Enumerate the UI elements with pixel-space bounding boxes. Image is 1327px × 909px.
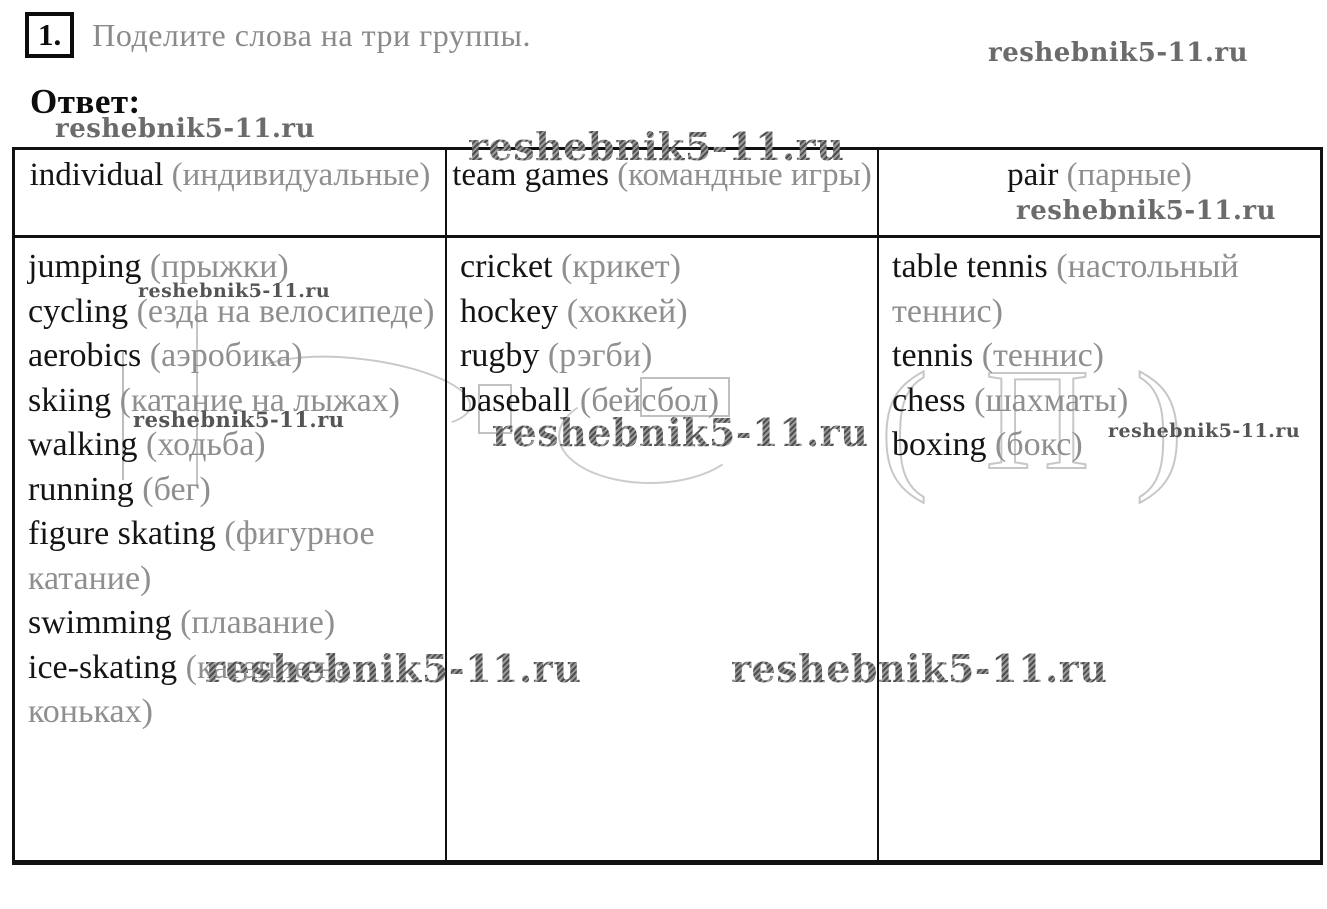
vocab-item: rugby (рэгби) — [460, 334, 867, 379]
vocab-translation-ru: (бейсбол) — [579, 381, 720, 419]
vocab-term-en: table tennis — [892, 248, 1048, 285]
vocab-term-en: ice-skating — [28, 648, 178, 686]
vocab-item: chess (шахматы) — [892, 379, 1310, 424]
vocab-item: skiing (катание на лыжах) — [28, 379, 435, 424]
site-watermark: reshebnik5-11.ru — [731, 646, 1108, 691]
vocab-translation-ru: (рэгби) — [547, 337, 653, 374]
column-header-pair: pair (парные) — [879, 150, 1320, 238]
vocab-term-en: jumping — [28, 248, 142, 285]
column-header-en: pair — [1007, 157, 1059, 193]
vocab-item: ice-skating (катание на коньках) — [28, 646, 435, 735]
vocab-translation-ru: (бег) — [142, 470, 211, 508]
vocab-item: boxing (бокс) — [892, 423, 1310, 468]
site-watermark: reshebnik5-11.ru — [55, 114, 316, 144]
vocab-translation-ru: (крикет) — [561, 248, 681, 285]
vocab-translation-ru: (катание на коньках) — [28, 649, 351, 731]
vocab-term-en: hockey — [460, 292, 559, 330]
vocab-translation-ru: (бокс) — [994, 426, 1083, 463]
column-body-individual: jumping (прыжки) cycling (езда на велосип… — [15, 238, 447, 860]
column-header-en: individual — [29, 157, 164, 193]
vocab-item: cycling (езда на велосипеде) — [28, 290, 435, 335]
vocab-term-en: skiing — [28, 381, 112, 419]
site-watermark: reshebnik5-11.ru — [468, 124, 845, 169]
vocab-term-en: chess — [892, 381, 966, 419]
column-header-ru: (парные) — [1066, 157, 1192, 193]
vocab-item: running (бег) — [28, 468, 435, 513]
vocab-translation-ru: (фигурное катание) — [28, 515, 375, 597]
vocab-item: swimming (плавание) — [28, 601, 435, 646]
task-number-box: 1. — [25, 12, 75, 58]
site-watermark: reshebnik5-11.ru — [492, 410, 869, 455]
vocab-translation-ru: (катание на лыжах) — [119, 381, 401, 419]
vocab-translation-ru: (настольный теннис) — [892, 248, 1239, 330]
vocab-term-en: tennis — [892, 337, 974, 374]
vocab-term-en: figure skating — [28, 515, 216, 552]
vocab-term-en: boxing — [892, 426, 987, 463]
vocab-translation-ru: (теннис) — [981, 337, 1104, 374]
answer-label: Ответ: — [30, 82, 141, 121]
site-watermark: reshebnik5-11.ru — [205, 646, 582, 691]
vocab-item: walking (ходьба) — [28, 423, 435, 468]
vocab-term-en: cricket — [460, 248, 553, 285]
vocab-item: figure skating (фигурное катание) — [28, 512, 435, 601]
vocab-term-en: running — [28, 470, 134, 508]
site-watermark: reshebnik5-11.ru — [1108, 420, 1301, 442]
column-body-pair: table tennis (настольный теннис) tennis (… — [879, 238, 1320, 860]
vocab-translation-ru: (хоккей) — [566, 292, 688, 330]
vocab-item: baseball (бейсбол) — [460, 379, 867, 424]
vocab-translation-ru: (прыжки) — [149, 248, 289, 285]
vocab-translation-ru: (аэробика) — [149, 337, 303, 374]
vocab-item: hockey (хоккей) — [460, 290, 867, 335]
column-header-en: team games — [452, 157, 609, 193]
site-watermark: reshebnik5-11.ru — [988, 38, 1249, 68]
answer-table: individual (индивидуальные) team games (… — [12, 147, 1323, 865]
site-watermark: reshebnik5-11.ru — [138, 280, 331, 302]
vocab-translation-ru: (шахматы) — [974, 381, 1129, 419]
vocab-term-en: swimming — [28, 604, 172, 641]
vocab-term-en: rugby — [460, 337, 540, 374]
column-header-ru: (командные игры) — [617, 157, 872, 193]
task-heading: 1. Поделите слова на три группы. — [25, 12, 531, 58]
vocab-term-en: walking — [28, 426, 138, 463]
task-title: Поделите слова на три группы. — [92, 16, 532, 53]
column-header-ru: (индивидуальные) — [171, 157, 431, 193]
vocab-translation-ru: (плавание) — [180, 604, 336, 641]
site-watermark: reshebnik5-11.ru — [1016, 196, 1277, 226]
vocab-translation-ru: (езда на велосипеде) — [136, 292, 435, 330]
site-watermark: reshebnik5-11.ru — [133, 407, 345, 432]
vocab-item: aerobics (аэробика) — [28, 334, 435, 379]
vocab-item: cricket (крикет) — [460, 245, 867, 290]
column-header-individual: individual (индивидуальные) — [15, 150, 447, 238]
column-body-team-games: cricket (крикет) hockey (хоккей) rugby (рэ… — [447, 238, 879, 860]
vocab-translation-ru: (ходьба) — [146, 426, 266, 463]
vocab-term-en: baseball — [460, 381, 572, 419]
vocab-item: tennis (теннис) — [892, 334, 1310, 379]
column-header-team-games: team games (командные игры) — [447, 150, 879, 238]
vocab-item: jumping (прыжки) — [28, 245, 435, 290]
vocab-term-en: cycling — [28, 292, 129, 330]
vocab-term-en: aerobics — [28, 337, 142, 374]
vocab-item: table tennis (настольный теннис) — [892, 245, 1310, 334]
